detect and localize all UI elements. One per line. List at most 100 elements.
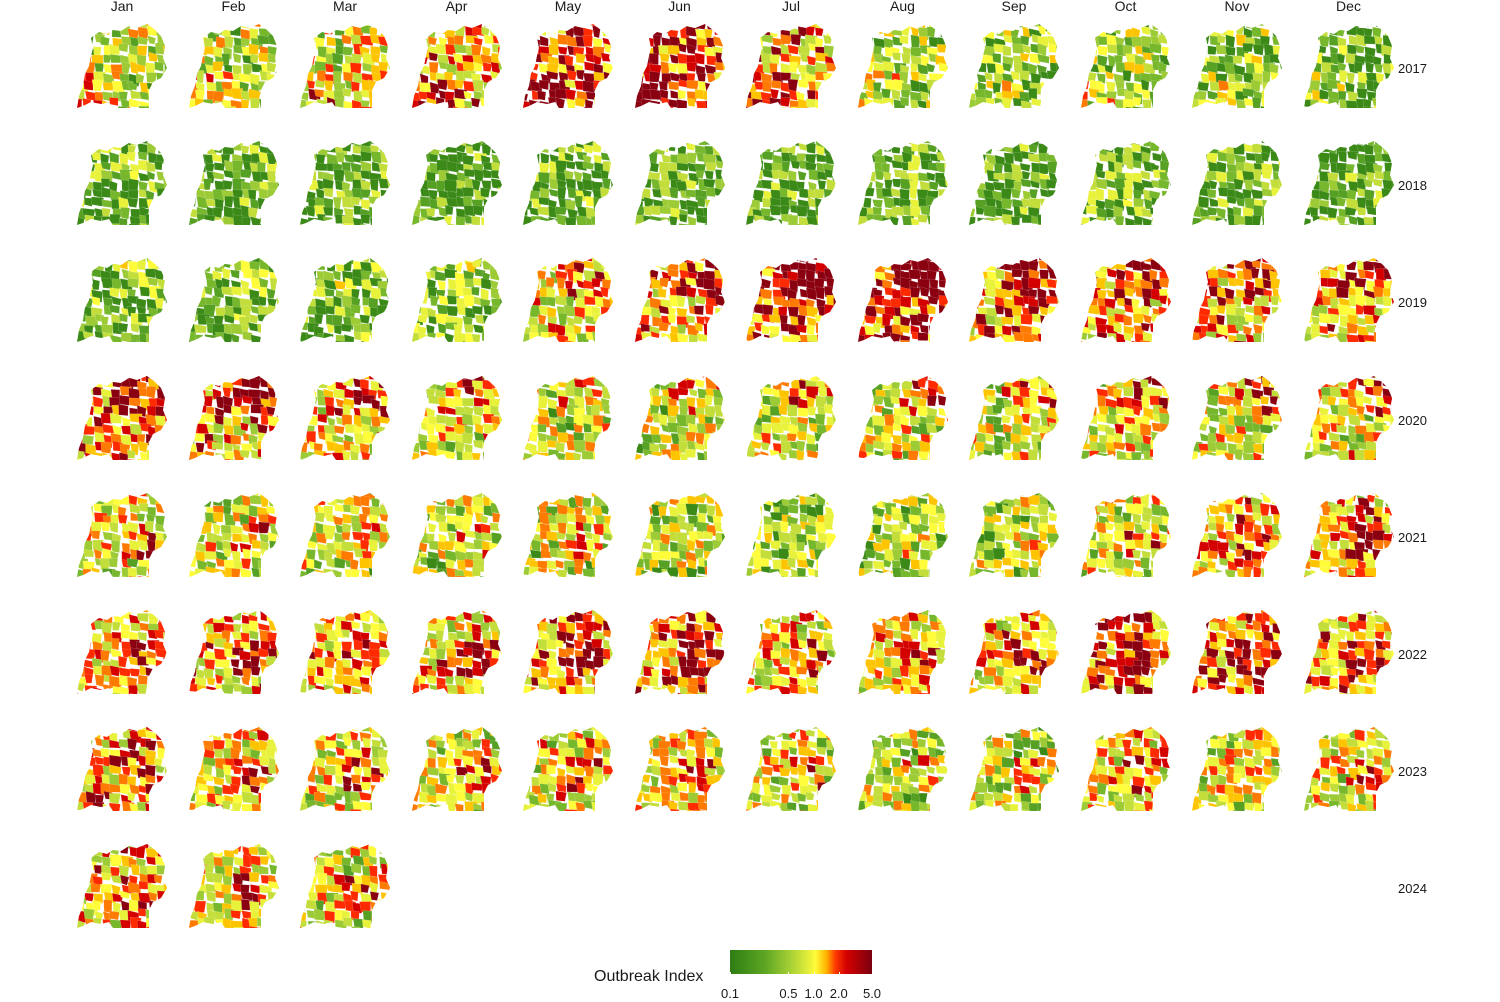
map-panel-2023-aug: [854, 719, 954, 819]
map-panel-2022-jan: [73, 602, 173, 702]
map-panel-2019-jan: [73, 250, 173, 350]
map-panel-2019-dec: [1300, 250, 1400, 350]
map-panel-2022-aug: [854, 602, 954, 702]
map-panel-2019-feb: [185, 250, 285, 350]
map-panel-2021-nov: [1188, 485, 1288, 585]
month-label-mar: Mar: [332, 0, 358, 14]
map-panel-2020-dec: [1300, 368, 1400, 468]
legend-tick-label: 1.0: [804, 986, 823, 1001]
month-label-nov: Nov: [1224, 0, 1250, 14]
legend-tick-label: 0.5: [779, 986, 798, 1001]
map-panel-2022-apr: [408, 602, 508, 702]
map-panel-2021-apr: [408, 485, 508, 585]
month-label-oct: Oct: [1114, 0, 1137, 14]
map-panel-2020-jan: [73, 368, 173, 468]
map-panel-2018-feb: [185, 133, 285, 233]
map-panel-2019-mar: [296, 250, 396, 350]
map-panel-2023-oct: [1077, 719, 1177, 819]
map-panel-2017-dec: [1300, 16, 1400, 116]
map-panel-2021-may: [519, 485, 619, 585]
map-panel-2023-jan: [73, 719, 173, 819]
map-panel-2023-feb: [185, 719, 285, 819]
map-panel-2018-may: [519, 133, 619, 233]
map-panel-2024-mar: [296, 836, 396, 936]
map-panel-2023-sep: [965, 719, 1065, 819]
map-panel-2017-oct: [1077, 16, 1177, 116]
map-panel-2017-sep: [965, 16, 1065, 116]
map-panel-2023-apr: [408, 719, 508, 819]
map-panel-2018-dec: [1300, 133, 1400, 233]
map-panel-2020-feb: [185, 368, 285, 468]
legend-tick-label: 5.0: [862, 986, 882, 1001]
map-panel-2022-dec: [1300, 602, 1400, 702]
legend-color-bar: [730, 950, 872, 974]
map-panel-2021-jan: [73, 485, 173, 585]
map-panel-2018-jul: [742, 133, 842, 233]
legend-tick-mark: [872, 972, 873, 976]
map-panel-2020-sep: [965, 368, 1065, 468]
year-label-2017: 2017: [1398, 61, 1427, 76]
map-panel-2017-jun: [631, 16, 731, 116]
map-panel-2021-dec: [1300, 485, 1400, 585]
year-label-2021: 2021: [1398, 529, 1427, 545]
legend-title: Outbreak Index: [594, 968, 704, 985]
legend-tick-mark: [788, 972, 790, 976]
map-panel-2019-nov: [1188, 250, 1288, 350]
year-label-2018: 2018: [1398, 178, 1427, 194]
map-panel-2017-mar: [296, 16, 396, 116]
month-label-jul: Jul: [782, 0, 800, 14]
month-label-dec: Dec: [1336, 0, 1361, 14]
month-label-may: May: [554, 0, 582, 14]
map-panel-2019-jun: [631, 250, 731, 350]
map-panel-2021-jul: [742, 485, 842, 585]
map-panel-2020-apr: [408, 368, 508, 468]
year-label-2023: 2023: [1398, 764, 1427, 780]
map-panel-2020-mar: [296, 368, 396, 468]
map-panel-2017-apr: [408, 16, 508, 116]
map-panel-2018-jun: [631, 133, 731, 233]
map-panel-2023-nov: [1188, 719, 1288, 819]
map-panel-2023-may: [519, 719, 619, 819]
year-label-2022: 2022: [1398, 647, 1427, 662]
year-label-2019: 2019: [1398, 295, 1427, 311]
map-panel-2018-jan: [73, 133, 173, 233]
month-label-jan: Jan: [110, 0, 134, 14]
map-panel-2024-jan: [73, 836, 173, 936]
map-panel-2019-aug: [854, 250, 954, 350]
map-panel-2022-mar: [296, 602, 396, 702]
map-panel-2019-apr: [408, 250, 508, 350]
map-panel-2020-jul: [742, 368, 842, 468]
map-panel-2017-jan: [73, 16, 173, 116]
map-panel-2023-jun: [631, 719, 731, 819]
map-panel-2023-jul: [742, 719, 842, 819]
map-panel-2020-nov: [1188, 368, 1288, 468]
map-panel-2019-sep: [965, 250, 1065, 350]
map-panel-2018-oct: [1077, 133, 1177, 233]
map-panel-2022-may: [519, 602, 619, 702]
month-label-apr: Apr: [445, 0, 468, 14]
legend-tick-mark: [838, 972, 840, 976]
map-panel-2021-feb: [185, 485, 285, 585]
month-label-feb: Feb: [221, 0, 246, 14]
map-panel-2022-jun: [631, 602, 731, 702]
map-panel-2021-sep: [965, 485, 1065, 585]
map-panel-2018-aug: [854, 133, 954, 233]
map-panel-2017-aug: [854, 16, 954, 116]
map-panel-2022-nov: [1188, 602, 1288, 702]
color-legend: Outbreak Index 0.1 0.5 1.0 2.0 5.0: [590, 948, 910, 1002]
map-panel-2017-may: [519, 16, 619, 116]
map-panel-2022-oct: [1077, 602, 1177, 702]
legend-tick-mark: [813, 972, 815, 976]
month-label-jun: Jun: [668, 0, 691, 14]
map-panel-2022-jul: [742, 602, 842, 702]
year-label-2024: 2024: [1398, 881, 1427, 897]
map-panel-2023-dec: [1300, 719, 1400, 819]
map-panel-2020-oct: [1077, 368, 1177, 468]
map-panel-2022-feb: [185, 602, 285, 702]
map-panel-2019-jul: [742, 250, 842, 350]
map-panel-2018-nov: [1188, 133, 1288, 233]
map-panel-2023-mar: [296, 719, 396, 819]
legend-tick-label: 0.1: [720, 986, 740, 1001]
map-panel-2021-jun: [631, 485, 731, 585]
